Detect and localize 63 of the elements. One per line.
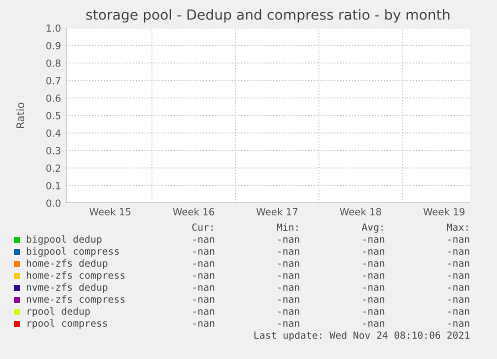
text: -nan xyxy=(278,321,300,327)
text: -nan xyxy=(363,261,384,267)
text: -nan xyxy=(278,273,300,279)
text: -nan xyxy=(278,237,300,243)
legend-label: bigpool dedup xyxy=(26,235,102,245)
legend-label: bigpool compress xyxy=(26,247,119,257)
text: -nan xyxy=(448,297,470,303)
y-tick-label: 0.0 xyxy=(46,199,60,207)
legend-label: rpool compress xyxy=(28,319,107,329)
text: -nan xyxy=(363,321,384,327)
chart-title: storage pool - Dedup and compress ratio - by month xyxy=(86,9,450,23)
text: -nan xyxy=(278,285,300,291)
text: Avg: xyxy=(362,224,383,233)
text: -nan xyxy=(193,261,214,267)
text: -nan xyxy=(278,297,300,303)
legend-label: home-zfs dedup xyxy=(26,259,108,269)
legend-label: rpool dedup xyxy=(28,307,90,317)
x-tick-label: Week 16 xyxy=(172,208,214,216)
text: -nan xyxy=(193,321,214,327)
text: -nan xyxy=(448,273,470,279)
text: -nan xyxy=(278,261,300,267)
text: -nan xyxy=(193,297,214,303)
text: -nan xyxy=(193,273,214,279)
y-tick-label: 0.9 xyxy=(46,42,60,50)
text: -nan xyxy=(363,297,384,303)
text: Min: xyxy=(276,223,298,231)
y-tick-label: 0.1 xyxy=(46,182,60,190)
text: -nan xyxy=(363,273,384,279)
text: Cur: xyxy=(192,223,213,231)
text: -nan xyxy=(278,309,300,315)
text: Last update: Wed Nov 24 08:10:06 2021 xyxy=(254,331,470,341)
x-tick-label: Week 18 xyxy=(340,208,382,216)
y-tick-label: 0.4 xyxy=(46,129,61,137)
y-tick-label: 0.2 xyxy=(46,164,60,172)
y-tick-label: 0.7 xyxy=(46,76,60,84)
legend-label: nvme-zfs dedup xyxy=(26,283,108,293)
y-tick-label: 1.0 xyxy=(46,24,60,32)
text: Max: xyxy=(446,224,468,231)
text: -nan xyxy=(193,309,214,315)
text: -nan xyxy=(193,237,214,243)
y-axis-title: Ratio xyxy=(16,102,24,128)
x-tick-label: Week 17 xyxy=(256,208,298,216)
text: -nan xyxy=(193,285,214,291)
text: -nan xyxy=(278,249,300,255)
y-tick-label: 0.5 xyxy=(46,112,60,120)
x-tick-label: Week 15 xyxy=(90,208,130,216)
text: -nan xyxy=(363,237,384,243)
y-tick-label: 0.6 xyxy=(46,94,61,102)
text: -nan xyxy=(363,285,384,291)
text: -nan xyxy=(448,285,470,291)
text: -nan xyxy=(363,309,384,315)
text: -nan xyxy=(193,249,214,255)
legend-label: home-zfs compress xyxy=(26,271,125,281)
text: -nan xyxy=(448,249,470,255)
text: -nan xyxy=(448,309,470,315)
legend-label: nvme-zfs compress xyxy=(26,295,125,305)
x-tick-label: Week 19 xyxy=(423,208,464,216)
text: -nan xyxy=(363,249,384,255)
text: -nan xyxy=(448,321,470,327)
y-tick-label: 0.8 xyxy=(46,59,60,67)
text: -nan xyxy=(448,261,470,267)
text: -nan xyxy=(448,237,470,243)
y-tick-label: 0.3 xyxy=(46,146,60,154)
